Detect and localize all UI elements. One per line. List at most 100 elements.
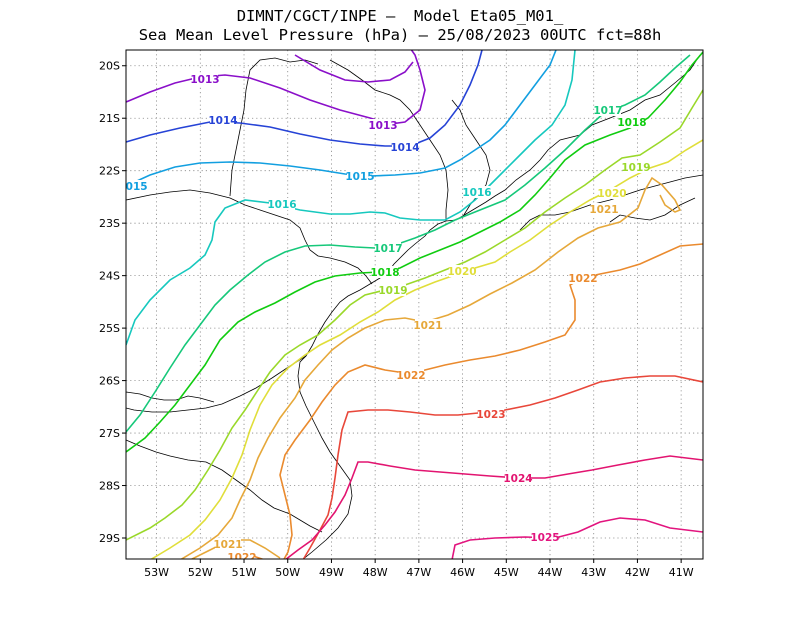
border-5: [126, 355, 307, 413]
lon-tick-label: 41W: [669, 566, 694, 579]
isobar-label-1014: 1014: [390, 142, 419, 154]
isobar-1018: [126, 51, 703, 453]
isobar-label-bg: [449, 265, 475, 277]
lon-tick-label: 52W: [188, 566, 213, 579]
isobar-1013: [294, 54, 414, 83]
isobar-label-bg: [347, 170, 373, 182]
isobar-1013: [126, 50, 426, 125]
isobar-label-1013: 1013: [190, 74, 219, 86]
isobar-label-bg: [192, 73, 218, 85]
border-7: [126, 391, 215, 403]
isobar-label-1022: 1022: [227, 552, 256, 564]
lat-tick-label: 29S: [99, 532, 120, 545]
isobar-label-bg: [126, 180, 146, 192]
coastline: [297, 54, 701, 559]
title-line-2: Sea Mean Level Pressure (hPa) – 25/08/20…: [138, 26, 662, 44]
isobar-label-1025: 1025: [530, 532, 559, 544]
isobar-label-bg: [478, 408, 504, 420]
border-2: [229, 57, 319, 197]
isobar-1014: [126, 50, 483, 147]
isobar-label-1024: 1024: [503, 473, 532, 485]
isobar-1016: [126, 50, 576, 346]
isobar-label-1018: 1018: [617, 117, 646, 129]
isobar-label-bg: [269, 198, 295, 210]
isobar-label-bg: [464, 186, 490, 198]
isobar-label-1022: 1022: [396, 370, 425, 382]
isobar-label-1021: 1021: [413, 320, 442, 332]
isobar-labels: 1013 1013 1014 1014 1015 1015 1016 1016 1017 1017…: [118, 73, 651, 564]
lon-tick-label: 49W: [319, 566, 344, 579]
isobar-label-bg: [532, 531, 558, 543]
isobar-label-bg: [372, 266, 398, 278]
lon-ticks: 53W 52W 51W 50W 49W 48W 47W 46W 45W 44W 43W 42W 41W: [144, 559, 694, 579]
coast-east: [609, 197, 696, 223]
lon-tick-label: 43W: [581, 566, 606, 579]
lon-tick-label: 44W: [538, 566, 563, 579]
isobar-label-bg: [505, 472, 531, 484]
isobar-label-1015: 1015: [345, 171, 374, 183]
lat-tick-label: 25S: [99, 322, 120, 335]
isobar-label-1013: 1013: [368, 120, 397, 132]
isobar-label-bg: [595, 104, 621, 116]
isobar-1025: [451, 517, 703, 559]
isobar-label-1017: 1017: [373, 243, 402, 255]
lon-tick-label: 53W: [144, 566, 169, 579]
isobar-label-1018: 1018: [370, 267, 399, 279]
isobar-label-bg: [623, 161, 649, 173]
lat-tick-label: 20S: [99, 60, 120, 73]
title-line-1: DIMNT/CGCT/INPE – Model Eta05_M01_: [236, 7, 564, 25]
border-6: [126, 439, 323, 533]
lon-tick-label: 50W: [275, 566, 300, 579]
lat-tick-label: 27S: [99, 427, 120, 440]
isobar-label-bg: [415, 319, 441, 331]
lat-tick-label: 28S: [99, 480, 120, 493]
isobar-label-1016: 1016: [462, 187, 491, 199]
isobar-label-1021: 1021: [589, 204, 618, 216]
isobar-label-1020: 1020: [447, 266, 476, 278]
isobar-label-bg: [591, 203, 617, 215]
lon-tick-label: 51W: [232, 566, 257, 579]
lat-tick-label: 22S: [99, 165, 120, 178]
isobar-label-1019: 1019: [621, 162, 650, 174]
isobar-label-1019: 1019: [378, 285, 407, 297]
lon-tick-label: 42W: [625, 566, 650, 579]
map-frame: [125, 49, 704, 560]
isobar-1023: [302, 375, 703, 559]
isobar-label-bg: [570, 272, 596, 284]
isobar-label-bg: [215, 538, 241, 550]
isobar-label-1023: 1023: [476, 409, 505, 421]
isobar-label-bg: [619, 116, 645, 128]
isobar-1019: [126, 89, 703, 541]
lon-tick-label: 46W: [450, 566, 475, 579]
isobar-label-1014: 1014: [208, 115, 237, 127]
isobar-label-bg: [370, 119, 396, 131]
lat-lon-grid: [126, 50, 703, 559]
border-8: [451, 99, 491, 219]
border-1: [126, 189, 319, 257]
isobar-label-bg: [398, 369, 424, 381]
isobar-label-1015: 1015: [118, 181, 147, 193]
isobar-label-1017: 1017: [593, 105, 622, 117]
isobar-label-bg: [380, 284, 406, 296]
lon-tick-label: 48W: [363, 566, 388, 579]
lon-tick-label: 45W: [494, 566, 519, 579]
isobar-label-1022: 1022: [568, 273, 597, 285]
isobar-label-1016: 1016: [267, 199, 296, 211]
border-4: [317, 255, 373, 285]
lat-tick-label: 26S: [99, 375, 120, 388]
isobar-label-bg: [392, 141, 418, 153]
isobar-label-bg: [375, 242, 401, 254]
lon-tick-label: 47W: [406, 566, 431, 579]
lat-tick-label: 21S: [99, 112, 120, 125]
lat-tick-label: 23S: [99, 217, 120, 230]
lat-ticks: 20S 21S 22S 23S 24S 25S 26S 27S 28S 29S: [99, 60, 126, 545]
isobar-1015: [126, 50, 557, 187]
lat-tick-label: 24S: [99, 270, 120, 283]
isobar-label-bg: [599, 187, 625, 199]
isobar-label-bg: [210, 114, 236, 126]
isobar-1024: [284, 455, 703, 559]
border-3: [329, 59, 449, 221]
isobar-label-bg: [229, 551, 255, 559]
isobar-label-1020: 1020: [597, 188, 626, 200]
